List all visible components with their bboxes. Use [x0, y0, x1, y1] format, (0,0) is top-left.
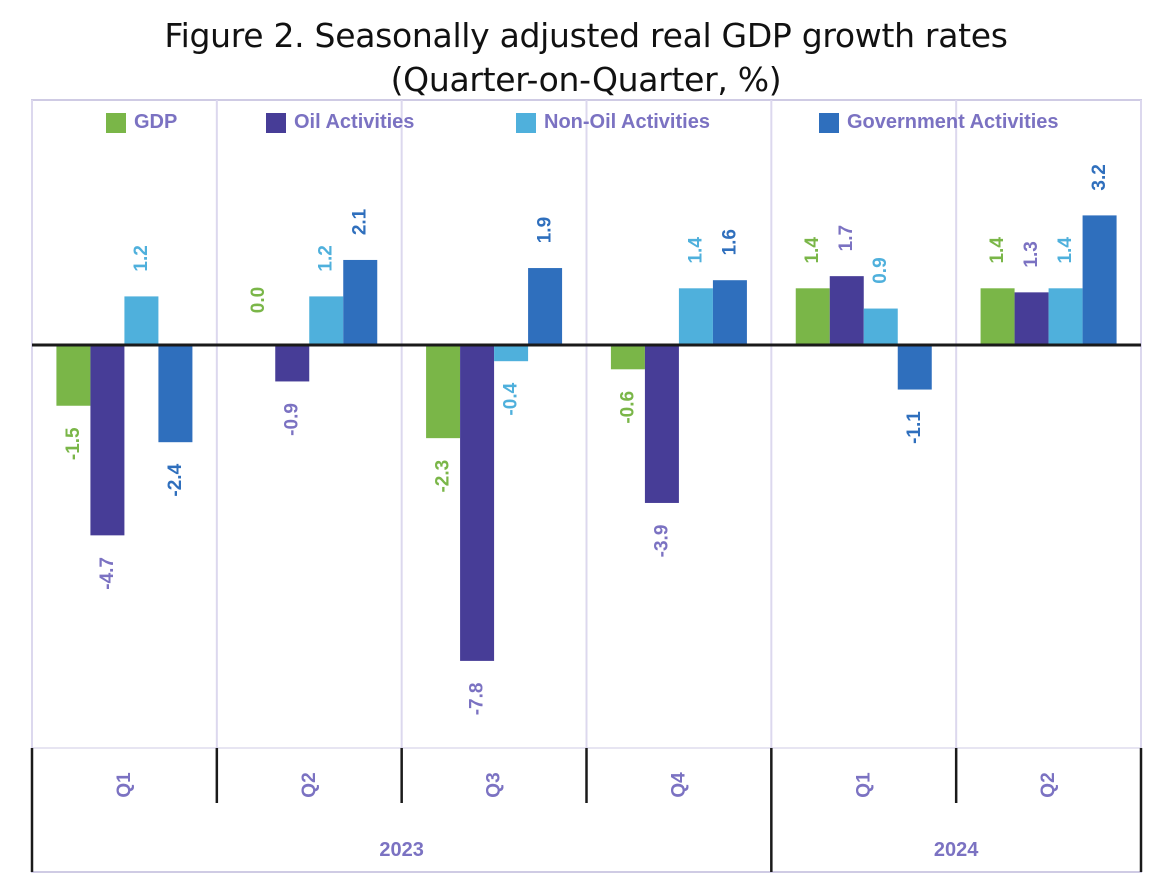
data-label: -7.8 — [467, 683, 488, 716]
legend-label: Oil Activities — [294, 111, 414, 133]
data-label: 1.4 — [802, 237, 823, 264]
bar-non-oil-activities — [494, 345, 529, 362]
data-label: 1.2 — [131, 245, 152, 271]
legend-label: GDP — [134, 111, 177, 133]
x-tick-label: Q1 — [853, 772, 874, 798]
data-label: 1.9 — [535, 217, 556, 243]
bar-oil-activities — [1014, 292, 1049, 345]
bar-non-oil-activities — [309, 296, 344, 345]
bar-gdp — [980, 288, 1015, 345]
bar-government-activities — [158, 345, 193, 443]
bar-oil-activities — [460, 345, 495, 661]
bar-non-oil-activities — [124, 296, 159, 345]
data-label: 3.2 — [1089, 164, 1110, 190]
data-label: -4.7 — [97, 557, 118, 590]
bar-non-oil-activities — [863, 308, 898, 345]
bar-oil-activities — [829, 276, 864, 345]
data-label: 1.2 — [316, 245, 337, 271]
data-label: -0.9 — [282, 403, 303, 436]
data-label: 1.4 — [685, 237, 706, 264]
data-label: 1.3 — [1021, 241, 1042, 267]
bar-oil-activities — [644, 345, 679, 503]
x-tick-label: Q2 — [299, 772, 320, 797]
data-label: 2.1 — [350, 208, 371, 235]
x-tick-label: Q3 — [484, 772, 505, 797]
bar-non-oil-activities — [1048, 288, 1083, 345]
data-label: 1.4 — [987, 237, 1008, 264]
bar-government-activities — [343, 259, 378, 345]
data-label: 1.7 — [836, 225, 857, 251]
bar-gdp — [426, 345, 461, 439]
bar-gdp — [795, 288, 830, 345]
x-tick-label: Q2 — [1038, 772, 1059, 797]
bar-government-activities — [1082, 215, 1117, 345]
legend-label: Government Activities — [847, 111, 1059, 133]
data-label: 1.4 — [1055, 237, 1076, 264]
bar-non-oil-activities — [678, 288, 713, 345]
data-label: -1.5 — [63, 427, 84, 460]
x-tick-label: Q4 — [668, 772, 689, 798]
data-label: -2.4 — [165, 463, 186, 496]
data-label: 0.0 — [248, 287, 269, 313]
legend-swatch-gdp — [106, 113, 126, 133]
x-group-label: 2024 — [934, 839, 979, 861]
legend-swatch-non-oil-activities — [516, 113, 536, 133]
data-label: 1.6 — [719, 229, 740, 255]
legend-swatch-oil-activities — [266, 113, 286, 133]
data-label: -0.6 — [617, 391, 638, 424]
bar-oil-activities — [90, 345, 125, 536]
bar-gdp — [56, 345, 91, 406]
bar-gdp — [610, 345, 645, 370]
legend-swatch-government-activities — [819, 113, 839, 133]
bar-oil-activities — [275, 345, 310, 382]
data-label: -1.1 — [904, 411, 925, 444]
data-label: -0.4 — [501, 382, 522, 415]
chart-title-line-1: Figure 2. Seasonally adjusted real GDP g… — [164, 16, 1008, 55]
bar-government-activities — [712, 280, 747, 345]
legend-label: Non-Oil Activities — [544, 111, 710, 133]
x-tick-label: Q1 — [114, 772, 135, 798]
bar-government-activities — [897, 345, 932, 390]
chart-title-line-2: (Quarter-on-Quarter, %) — [390, 60, 782, 99]
data-label: -3.9 — [651, 525, 672, 558]
x-group-label: 2023 — [379, 839, 424, 861]
bar-government-activities — [528, 268, 563, 345]
data-label: 0.9 — [870, 257, 891, 283]
data-label: -2.3 — [433, 460, 454, 493]
